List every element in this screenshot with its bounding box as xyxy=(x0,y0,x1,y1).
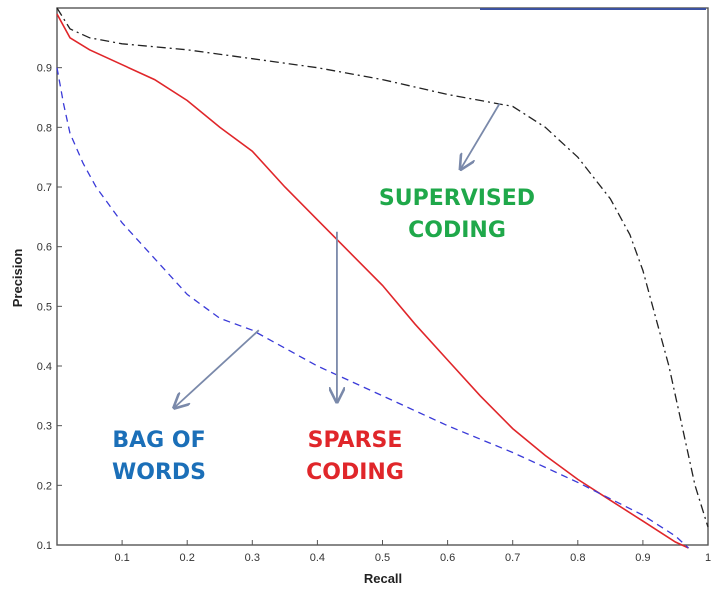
y-tick-label: 0.3 xyxy=(37,421,52,433)
y-tick-label: 0.2 xyxy=(37,480,52,492)
annotation-label-sparse: SPARSE xyxy=(308,428,403,453)
y-tick-label: 0.1 xyxy=(37,540,52,552)
x-axis-label: Recall xyxy=(364,571,402,586)
series-line-sparse xyxy=(56,13,689,549)
x-tick-label: 0.6 xyxy=(440,552,455,564)
x-tick-label: 0.5 xyxy=(375,552,390,564)
y-tick-label: 0.4 xyxy=(37,361,52,373)
annotation-label-bow: BAG OF xyxy=(112,428,205,453)
x-tick-label: 0.4 xyxy=(310,552,325,564)
y-tick-label: 0.7 xyxy=(37,182,52,194)
x-tick-label: 1 xyxy=(705,552,711,564)
annotation-label-bow: WORDS xyxy=(112,460,206,485)
x-tick-label: 0.3 xyxy=(245,552,260,564)
y-tick-label: 0.9 xyxy=(37,63,52,75)
annotation-label-sparse: CODING xyxy=(306,460,404,485)
annotation-arrow-bow xyxy=(174,329,260,408)
x-tick-label: 0.9 xyxy=(635,552,650,564)
annotation-label-supervised: CODING xyxy=(408,218,506,243)
x-tick-label: 0.1 xyxy=(114,552,129,564)
x-tick-label: 0.2 xyxy=(180,552,195,564)
series-line-supervised xyxy=(56,7,709,528)
y-tick-label: 0.6 xyxy=(37,242,52,254)
x-tick-label: 0.8 xyxy=(570,552,585,564)
annotation-label-supervised: SUPERVISED xyxy=(379,186,535,211)
series-line-bow xyxy=(56,67,689,549)
annotation-arrow-supervised xyxy=(461,103,501,169)
y-tick-label: 0.8 xyxy=(37,122,52,134)
y-axis-label: Precision xyxy=(10,249,25,308)
x-tick-label: 0.7 xyxy=(505,552,520,564)
y-tick-label: 0.5 xyxy=(37,301,52,313)
